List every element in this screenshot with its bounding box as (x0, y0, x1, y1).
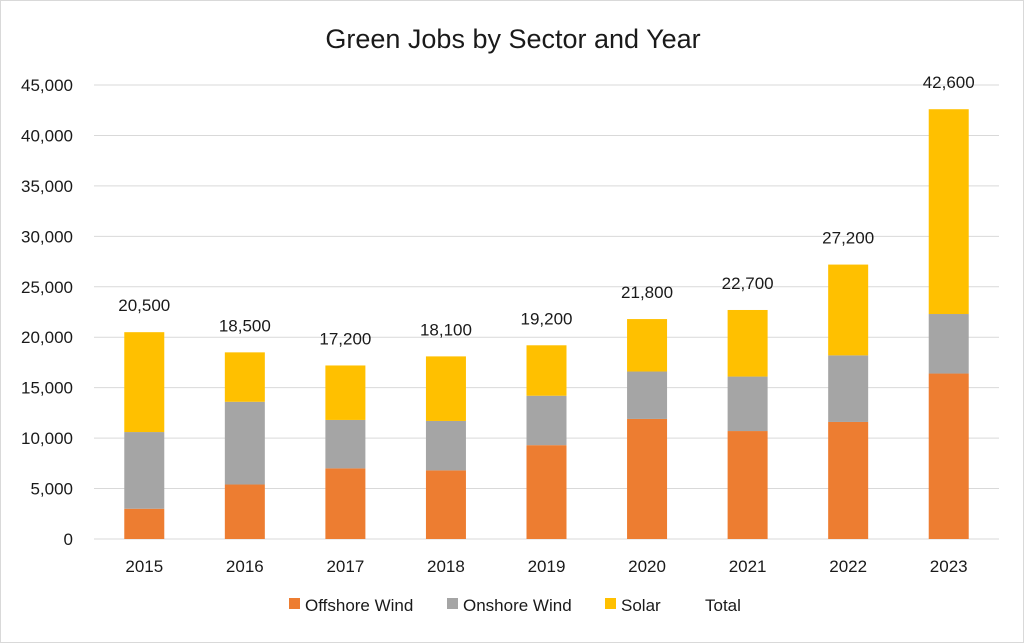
bar-onshore-wind-2016 (224, 401, 265, 485)
bar-offshore-wind-2018 (425, 470, 466, 539)
x-tick-label: 2019 (528, 557, 566, 576)
total-data-label: 42,600 (923, 73, 975, 92)
total-data-label: 27,200 (822, 229, 874, 248)
bar-onshore-wind-2022 (828, 355, 869, 422)
bars (124, 109, 969, 539)
bar-offshore-wind-2015 (124, 508, 165, 539)
bar-onshore-wind-2017 (325, 419, 366, 469)
x-tick-label: 2021 (729, 557, 767, 576)
legend: Offshore Wind Onshore Wind Solar Total (289, 596, 741, 615)
bar-onshore-wind-2015 (124, 432, 165, 509)
bar-offshore-wind-2021 (727, 431, 768, 539)
legend-label: Offshore Wind (305, 596, 413, 615)
legend-swatch-offshore-wind (289, 598, 300, 609)
bar-solar-2023 (928, 109, 969, 315)
x-axis-ticks: 2015 2016 2017 2018 2019 2020 2021 2022 2023 (125, 557, 967, 576)
bar-onshore-wind-2020 (627, 371, 668, 419)
bar-solar-2022 (828, 264, 869, 356)
y-tick-label: 35,000 (21, 177, 73, 196)
total-data-label: 18,100 (420, 320, 472, 339)
legend-swatch-solar (605, 598, 616, 609)
total-data-label: 17,200 (319, 329, 371, 348)
bar-onshore-wind-2023 (928, 314, 969, 374)
legend-label: Solar (621, 596, 661, 615)
y-tick-label: 45,000 (21, 76, 73, 95)
bar-offshore-wind-2022 (828, 421, 869, 539)
total-data-label: 20,500 (118, 296, 170, 315)
y-tick-label: 20,000 (21, 328, 73, 347)
legend-label: Onshore Wind (463, 596, 572, 615)
x-tick-label: 2023 (930, 557, 968, 576)
x-tick-label: 2020 (628, 557, 666, 576)
legend-swatch-onshore-wind (447, 598, 458, 609)
y-tick-label: 0 (64, 530, 73, 549)
total-data-label: 18,500 (219, 316, 271, 335)
bar-offshore-wind-2019 (526, 445, 567, 539)
legend-label: Total (705, 596, 741, 615)
total-data-label: 21,800 (621, 283, 673, 302)
x-tick-label: 2017 (326, 557, 364, 576)
total-labels: 20,500 18,500 17,200 18,100 19,200 21,800 22,7… (118, 73, 974, 348)
bar-solar-2020 (627, 319, 668, 372)
y-tick-label: 25,000 (21, 278, 73, 297)
bar-onshore-wind-2018 (425, 420, 466, 471)
y-axis-ticks: 0 5,000 10,000 15,000 20,000 25,000 30,000 35,0… (21, 76, 73, 549)
chart-title: Green Jobs by Sector and Year (325, 24, 700, 54)
total-data-label: 19,200 (521, 309, 573, 328)
bar-solar-2015 (124, 332, 165, 433)
y-tick-label: 15,000 (21, 379, 73, 398)
bar-offshore-wind-2020 (627, 418, 668, 539)
y-tick-label: 5,000 (30, 480, 73, 499)
y-tick-label: 10,000 (21, 429, 73, 448)
total-data-label: 22,700 (722, 274, 774, 293)
bar-offshore-wind-2017 (325, 468, 366, 539)
x-tick-label: 2018 (427, 557, 465, 576)
y-tick-label: 30,000 (21, 227, 73, 246)
y-tick-label: 40,000 (21, 126, 73, 145)
bar-offshore-wind-2023 (928, 373, 969, 539)
bar-offshore-wind-2016 (224, 484, 265, 539)
bar-solar-2019 (526, 345, 567, 396)
x-tick-label: 2022 (829, 557, 867, 576)
x-tick-label: 2016 (226, 557, 264, 576)
bar-onshore-wind-2021 (727, 376, 768, 432)
bar-solar-2016 (224, 352, 265, 402)
bar-solar-2021 (727, 309, 768, 377)
bar-onshore-wind-2019 (526, 395, 567, 446)
x-tick-label: 2015 (125, 557, 163, 576)
bar-solar-2018 (425, 356, 466, 421)
bar-solar-2017 (325, 365, 366, 420)
